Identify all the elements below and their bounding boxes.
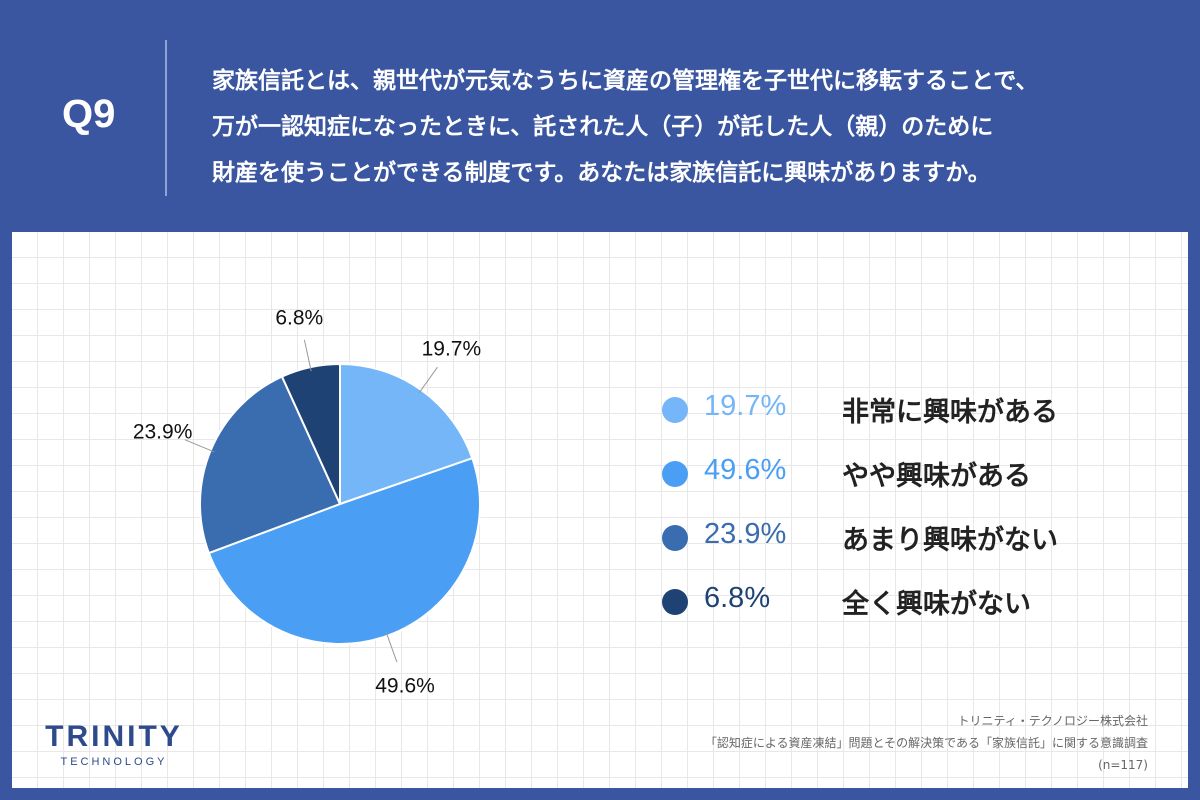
data-label-2: 23.9% <box>133 421 193 444</box>
legend-swatch <box>662 589 688 615</box>
legend-item-0: 19.7% 非常に興味がある <box>662 384 1122 448</box>
leader-line-0 <box>418 366 438 394</box>
legend-label: やや興味がある <box>842 461 1031 492</box>
pie-chart: 19.7% 49.6% 23.9% 6.8% <box>133 306 482 698</box>
legend: 19.7% 非常に興味がある 49.6% やや興味がある 23.9% あまり興味… <box>662 384 1122 640</box>
legend-swatch <box>662 397 688 423</box>
leader-line-2 <box>184 439 215 453</box>
header-divider <box>165 40 167 196</box>
source-footnote: トリニティ・テクノロジー株式会社 「認知症による資産凍結」問題とその解決策である… <box>705 710 1148 776</box>
question-line-1: 家族信託とは、親世代が元気なうちに資産の管理権を子世代に移転することで、 <box>212 68 1039 94</box>
legend-item-2: 23.9% あまり興味がない <box>662 512 1122 576</box>
legend-value: 23.9% <box>704 518 787 550</box>
legend-label: あまり興味がない <box>842 525 1058 556</box>
data-label-0: 19.7% <box>422 338 482 361</box>
legend-item-3: 6.8% 全く興味がない <box>662 576 1122 640</box>
question-line-3: 財産を使うことができる制度です。あなたは家族信託に興味がありますか。 <box>212 160 991 186</box>
legend-value: 6.8% <box>704 582 771 614</box>
legend-swatch <box>662 461 688 487</box>
footnote-survey: 「認知症による資産凍結」問題とその解決策である「家族信託」に関する意識調査 <box>704 736 1148 750</box>
data-label-3: 6.8% <box>275 306 323 329</box>
legend-value: 19.7% <box>704 390 787 422</box>
legend-label: 全く興味がない <box>842 589 1031 620</box>
question-header: Q9 家族信託とは、親世代が元気なうちに資産の管理権を子世代に移転することで、 … <box>0 0 1200 232</box>
footnote-sample: (n=117) <box>1098 758 1148 772</box>
logo-subtitle: TECHNOLOGY <box>60 756 168 768</box>
leader-line-3 <box>303 339 312 372</box>
data-label-1: 49.6% <box>375 675 435 698</box>
leader-line-1 <box>385 631 398 663</box>
company-logo: TRINITY TECHNOLOGY <box>34 720 194 768</box>
legend-label: 非常に興味がある <box>842 397 1058 428</box>
legend-value: 49.6% <box>704 454 787 486</box>
chart-panel: 19.7% 49.6% 23.9% 6.8% 19.7% 非常に興味がある 49.6%… <box>12 232 1188 788</box>
footnote-company: トリニティ・テクノロジー株式会社 <box>957 714 1148 728</box>
logo-wordmark: TRINITY <box>45 720 183 753</box>
question-line-2: 万が一認知症になったときに、託された人（子）が託した人（親）のために <box>212 114 994 140</box>
legend-item-1: 49.6% やや興味がある <box>662 448 1122 512</box>
question-number: Q9 <box>62 92 116 136</box>
legend-swatch <box>662 525 688 551</box>
question-text: 家族信託とは、親世代が元気なうちに資産の管理権を子世代に移転することで、 万が一… <box>212 58 1172 196</box>
